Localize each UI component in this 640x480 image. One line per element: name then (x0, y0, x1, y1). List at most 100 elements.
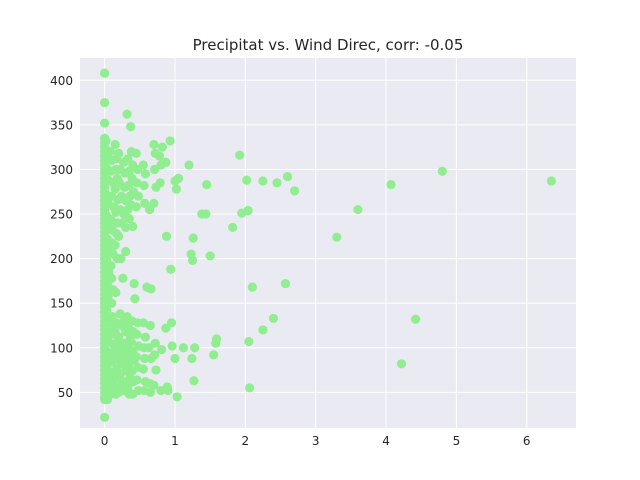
chart-title: Precipitat vs. Wind Direc, corr: -0.05 (193, 36, 464, 54)
data-point (202, 180, 212, 190)
data-point (132, 375, 142, 385)
data-point (189, 376, 199, 386)
data-point (116, 254, 126, 264)
data-point (165, 136, 175, 146)
data-points (100, 68, 556, 422)
data-point (106, 261, 116, 271)
data-point (268, 313, 279, 323)
data-point (546, 176, 556, 186)
data-point (163, 385, 173, 396)
data-point (140, 332, 151, 342)
data-point (105, 147, 115, 157)
data-point (139, 180, 149, 191)
data-point (386, 180, 396, 190)
data-point (102, 305, 112, 315)
y-tick-label: 100 (50, 341, 73, 355)
data-point (138, 318, 148, 328)
data-point (151, 365, 161, 375)
data-point (115, 309, 125, 319)
data-point (128, 221, 138, 232)
data-point (332, 232, 342, 242)
data-point (282, 171, 293, 182)
data-point (129, 278, 139, 289)
data-point (149, 380, 159, 390)
data-point (107, 273, 117, 283)
data-point (131, 352, 141, 362)
data-point (100, 97, 110, 108)
data-point (410, 314, 421, 324)
data-point (122, 109, 132, 119)
data-point (157, 344, 167, 355)
data-point (161, 157, 171, 167)
data-point (190, 343, 200, 353)
data-point (154, 151, 165, 161)
data-point (171, 184, 181, 194)
data-point (172, 392, 182, 402)
data-point (244, 336, 254, 347)
data-point (114, 148, 124, 158)
data-point (149, 350, 160, 360)
y-tick-label: 150 (50, 297, 73, 311)
data-point (258, 325, 268, 335)
x-tick-label: 6 (523, 434, 531, 448)
data-point (111, 287, 121, 298)
y-tick-label: 50 (58, 386, 73, 400)
data-point (140, 169, 151, 179)
y-tick-label: 400 (50, 74, 73, 88)
data-point (161, 231, 172, 241)
data-point (247, 282, 257, 292)
x-tick-label: 3 (312, 434, 320, 448)
data-point (132, 178, 142, 188)
data-point (170, 353, 180, 364)
data-point (280, 278, 291, 289)
data-point (166, 318, 177, 328)
data-point (157, 142, 167, 152)
data-point (107, 298, 117, 308)
data-point (150, 338, 160, 348)
data-point (101, 136, 111, 146)
data-point (110, 240, 120, 250)
x-tick-label: 5 (453, 434, 461, 448)
y-axis-tick-labels: 50 100 150 200 250 300 350 400 (50, 74, 73, 400)
data-point (145, 387, 155, 397)
data-point (173, 173, 184, 183)
data-point (187, 255, 198, 265)
data-point (258, 176, 268, 186)
data-point (132, 329, 142, 339)
data-point (167, 341, 177, 351)
data-point (130, 294, 140, 304)
data-point (289, 186, 300, 196)
data-point (114, 332, 124, 342)
data-point (121, 222, 131, 232)
data-point (211, 334, 222, 344)
data-point (155, 178, 165, 188)
y-tick-label: 200 (50, 252, 73, 266)
x-tick-label: 4 (382, 434, 390, 448)
y-tick-label: 250 (50, 208, 73, 222)
data-point (118, 273, 128, 283)
data-point (242, 175, 252, 185)
data-point (110, 139, 120, 150)
x-tick-label: 0 (101, 434, 109, 448)
data-point (145, 320, 155, 331)
data-point (123, 180, 134, 191)
data-point (272, 178, 282, 188)
data-point (166, 264, 176, 274)
data-point (396, 359, 407, 369)
x-axis-tick-labels: 0 1 2 3 4 5 6 (101, 434, 531, 448)
data-point (103, 291, 113, 301)
data-point (205, 251, 215, 261)
data-point (187, 353, 197, 364)
data-point (100, 68, 110, 78)
data-point (353, 204, 363, 215)
data-point (123, 154, 133, 164)
data-point (131, 202, 141, 212)
data-point (126, 122, 136, 132)
data-point (114, 231, 124, 241)
data-point (126, 337, 136, 348)
data-point (243, 205, 253, 216)
data-point (188, 233, 198, 243)
data-point (201, 209, 211, 219)
data-point (149, 198, 159, 208)
